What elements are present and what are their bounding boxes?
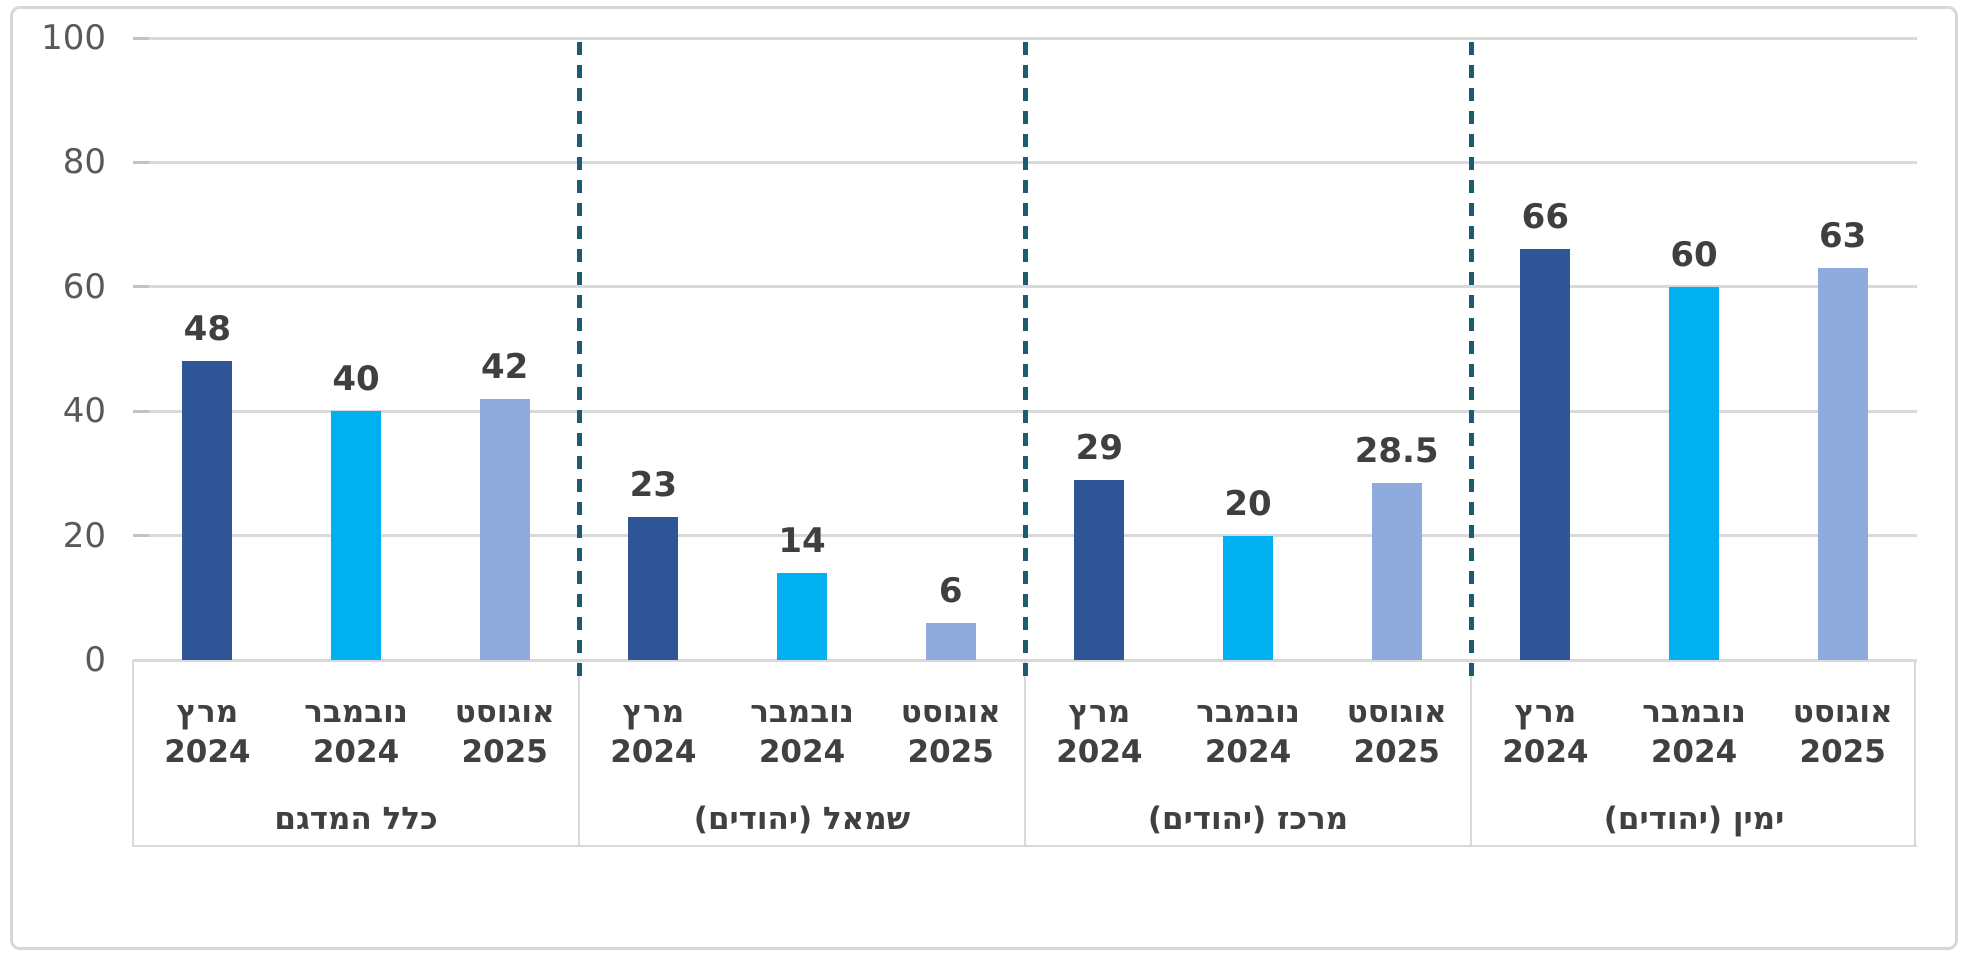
bar bbox=[628, 516, 679, 660]
bar bbox=[1669, 286, 1719, 660]
group-separator-dashed-line bbox=[1468, 42, 1474, 677]
category-label: נובמבר 2024 bbox=[304, 694, 408, 770]
bar-value-label: 48 bbox=[183, 309, 231, 350]
bar bbox=[1817, 268, 1868, 660]
category-box-divider bbox=[1914, 660, 1916, 847]
y-axis-tickmark bbox=[133, 285, 149, 289]
bar bbox=[1520, 249, 1571, 660]
category-label: נובמבר 2024 bbox=[750, 694, 854, 770]
category-label: אוגוסט 2025 bbox=[900, 694, 1001, 770]
bar bbox=[777, 572, 827, 660]
y-axis-tick-label: 60 bbox=[62, 266, 106, 307]
category-label: מרץ 2024 bbox=[610, 694, 697, 770]
category-box-divider bbox=[132, 660, 134, 847]
bar-value-label: 63 bbox=[1818, 216, 1867, 257]
bar-value-label: 60 bbox=[1670, 234, 1718, 275]
category-label: נובמבר 2024 bbox=[1196, 694, 1300, 770]
bar bbox=[925, 622, 976, 660]
bar-value-label: 42 bbox=[480, 346, 529, 387]
y-axis-tick-label: 40 bbox=[62, 391, 106, 432]
bar bbox=[1371, 482, 1422, 660]
bar bbox=[331, 411, 381, 660]
bar-value-label: 23 bbox=[629, 464, 677, 505]
bar bbox=[1074, 479, 1125, 660]
group-label: כלל המדגם bbox=[274, 801, 438, 837]
bar-value-label: 14 bbox=[778, 520, 826, 561]
bar-value-label: 40 bbox=[332, 359, 380, 400]
category-label: מרץ 2024 bbox=[1056, 694, 1143, 770]
category-label: מרץ 2024 bbox=[164, 694, 251, 770]
bar-value-label: 66 bbox=[1521, 197, 1569, 238]
category-box-divider bbox=[578, 660, 580, 847]
category-label: אוגוסט 2025 bbox=[1792, 694, 1893, 770]
bar bbox=[479, 398, 530, 660]
bar-value-label: 28.5 bbox=[1354, 430, 1439, 471]
bar bbox=[1223, 535, 1273, 660]
group-label: ימין (יהודים) bbox=[1603, 801, 1785, 837]
y-axis-tickmark bbox=[133, 160, 149, 164]
y-axis-tickmark bbox=[133, 409, 149, 413]
bar bbox=[182, 361, 233, 660]
bar-value-label: 29 bbox=[1075, 427, 1123, 468]
category-box-divider bbox=[1470, 660, 1472, 847]
y-axis-tick-label: 80 bbox=[62, 142, 106, 183]
category-label: נובמבר 2024 bbox=[1642, 694, 1746, 770]
y-axis-tick-label: 100 bbox=[41, 18, 106, 58]
y-axis-tick-label: 0 bbox=[84, 640, 106, 680]
bar-value-label: 20 bbox=[1224, 483, 1272, 524]
category-box-divider bbox=[1024, 660, 1026, 847]
group-separator-dashed-line bbox=[576, 42, 582, 677]
group-label: מרכז (יהודים) bbox=[1147, 801, 1349, 837]
bar-value-label: 6 bbox=[938, 570, 963, 611]
group-separator-dashed-line bbox=[1022, 42, 1028, 677]
group-label: שמאל (יהודים) bbox=[693, 801, 911, 837]
category-label: מרץ 2024 bbox=[1502, 694, 1589, 770]
y-axis-tick-label: 20 bbox=[62, 515, 106, 556]
y-axis-tickmark bbox=[133, 36, 149, 40]
gridline bbox=[133, 36, 1917, 40]
category-label: אוגוסט 2025 bbox=[454, 694, 555, 770]
category-label: אוגוסט 2025 bbox=[1346, 694, 1447, 770]
y-axis-tickmark bbox=[133, 534, 149, 538]
